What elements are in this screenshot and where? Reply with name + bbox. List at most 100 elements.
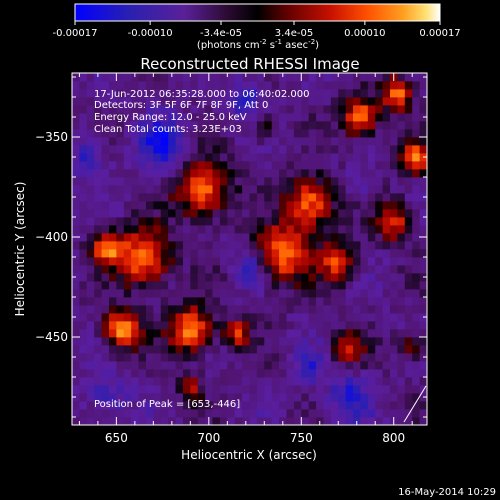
heatmap-cell bbox=[390, 329, 398, 338]
heatmap-cell bbox=[419, 345, 427, 354]
heatmap-cell bbox=[227, 177, 236, 186]
heatmap-cell bbox=[271, 193, 280, 202]
heatmap-cell bbox=[219, 265, 228, 274]
heatmap-cell bbox=[390, 105, 398, 114]
heatmap-cell bbox=[360, 257, 369, 266]
heatmap-cell bbox=[286, 225, 295, 234]
heatmap-cell bbox=[360, 225, 369, 234]
heatmap-cell bbox=[197, 409, 206, 418]
heatmap-cell bbox=[330, 265, 339, 274]
heatmap-cell bbox=[123, 81, 132, 90]
heatmap-cell bbox=[101, 273, 110, 282]
heatmap-cell bbox=[131, 81, 139, 90]
heatmap-cell bbox=[412, 289, 421, 298]
heatmap-cell bbox=[94, 361, 102, 370]
heatmap-cell bbox=[175, 137, 184, 146]
heatmap-cell bbox=[338, 193, 347, 202]
heatmap-cell bbox=[249, 137, 258, 146]
heatmap-cell bbox=[123, 417, 132, 425]
heatmap-cell bbox=[382, 361, 391, 370]
heatmap-cell bbox=[123, 329, 132, 338]
heatmap-cell bbox=[264, 297, 273, 306]
heatmap-cell bbox=[145, 417, 154, 425]
heatmap-cell bbox=[316, 265, 324, 274]
heatmap-cell bbox=[367, 193, 376, 202]
heatmap-cell bbox=[227, 73, 236, 82]
heatmap-cell bbox=[353, 161, 361, 170]
heatmap-cell bbox=[382, 377, 391, 386]
heatmap-cell bbox=[227, 265, 236, 274]
heatmap-cell bbox=[190, 297, 199, 306]
heatmap-cell bbox=[138, 233, 147, 242]
heatmap-cell bbox=[79, 137, 88, 146]
heatmap-cell bbox=[390, 305, 398, 314]
heatmap-cell bbox=[182, 313, 191, 322]
heatmap-cell bbox=[101, 201, 110, 210]
heatmap-cell bbox=[256, 217, 265, 226]
heatmap-cell bbox=[256, 185, 265, 194]
heatmap-cell bbox=[256, 329, 265, 338]
heatmap-cell bbox=[271, 265, 280, 274]
heatmap-cell bbox=[419, 105, 427, 114]
heatmap-cell bbox=[323, 73, 332, 82]
heatmap-cell bbox=[412, 161, 421, 170]
heatmap-cell bbox=[382, 329, 391, 338]
heatmap-cell bbox=[338, 113, 347, 122]
heatmap-cell bbox=[353, 89, 361, 98]
heatmap-cell bbox=[249, 129, 258, 138]
colorbar: -0.00017 -0.00010 -3.4e-05 3.4e-05 0.00010 0.… bbox=[53, 3, 461, 51]
heatmap-cell bbox=[360, 289, 369, 298]
heatmap-cell bbox=[175, 73, 184, 82]
heatmap-cell bbox=[256, 113, 265, 122]
heatmap-cell bbox=[175, 105, 184, 114]
heatmap-cell bbox=[182, 321, 191, 330]
heatmap-cell bbox=[138, 417, 147, 425]
heatmap-cell bbox=[101, 305, 110, 314]
heatmap-cell bbox=[249, 337, 258, 346]
heatmap-cell bbox=[286, 345, 295, 354]
heatmap-cell bbox=[138, 361, 147, 370]
heatmap-cell bbox=[412, 137, 421, 146]
heatmap-cell bbox=[168, 129, 176, 138]
heatmap-cell bbox=[301, 201, 310, 210]
heatmap-cell bbox=[131, 273, 139, 282]
heatmap-cell bbox=[397, 225, 406, 234]
heatmap-cell bbox=[234, 297, 243, 306]
heatmap-cell bbox=[101, 161, 110, 170]
heatmap-cell bbox=[190, 281, 199, 290]
heatmap-cell bbox=[116, 417, 125, 425]
heatmap-cell bbox=[293, 385, 302, 394]
heatmap-cell bbox=[227, 209, 236, 218]
heatmap-cell bbox=[353, 105, 361, 114]
heatmap-cell bbox=[301, 321, 310, 330]
heatmap-cell bbox=[360, 177, 369, 186]
heatmap-cell bbox=[190, 233, 199, 242]
heatmap-cell bbox=[182, 201, 191, 210]
heatmap-cell bbox=[412, 393, 421, 402]
heatmap-cell bbox=[138, 129, 147, 138]
heatmap-cell bbox=[279, 265, 287, 274]
heatmap-cell bbox=[94, 369, 102, 378]
heatmap-cell bbox=[138, 113, 147, 122]
heatmap-cell bbox=[330, 329, 339, 338]
heatmap-cell bbox=[360, 385, 369, 394]
heatmap-cell bbox=[249, 233, 258, 242]
heatmap-cell bbox=[234, 153, 243, 162]
heatmap-cell bbox=[234, 89, 243, 98]
heatmap-cell bbox=[86, 401, 95, 410]
heatmap-cell bbox=[330, 177, 339, 186]
heatmap-cell bbox=[338, 297, 347, 306]
heatmap-cell bbox=[390, 353, 398, 362]
heatmap-cell bbox=[242, 225, 250, 234]
heatmap-cell bbox=[86, 169, 95, 178]
heatmap-cell bbox=[338, 233, 347, 242]
heatmap-cell bbox=[145, 385, 154, 394]
heatmap-cell bbox=[138, 193, 147, 202]
heatmap-cell bbox=[94, 321, 102, 330]
heatmap-cell bbox=[227, 201, 236, 210]
heatmap-cell bbox=[190, 401, 199, 410]
heatmap-cell bbox=[264, 137, 273, 146]
heatmap-cell bbox=[182, 417, 191, 425]
heatmap-cell bbox=[367, 393, 376, 402]
heatmap-cell bbox=[382, 345, 391, 354]
